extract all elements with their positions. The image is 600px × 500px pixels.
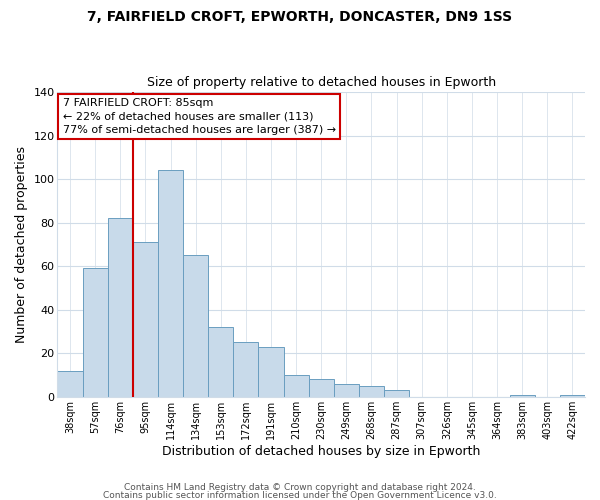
Bar — [183, 256, 208, 397]
Bar — [208, 327, 233, 397]
Text: 7, FAIRFIELD CROFT, EPWORTH, DONCASTER, DN9 1SS: 7, FAIRFIELD CROFT, EPWORTH, DONCASTER, … — [88, 10, 512, 24]
Bar — [83, 268, 108, 397]
Text: Contains HM Land Registry data © Crown copyright and database right 2024.: Contains HM Land Registry data © Crown c… — [124, 484, 476, 492]
Bar — [359, 386, 384, 397]
Bar — [284, 375, 308, 397]
Title: Size of property relative to detached houses in Epworth: Size of property relative to detached ho… — [146, 76, 496, 90]
Bar — [108, 218, 133, 397]
Text: 7 FAIRFIELD CROFT: 85sqm
← 22% of detached houses are smaller (113)
77% of semi-: 7 FAIRFIELD CROFT: 85sqm ← 22% of detach… — [63, 98, 336, 134]
Bar — [334, 384, 359, 397]
Bar — [308, 380, 334, 397]
Bar — [233, 342, 259, 397]
Bar — [560, 394, 585, 397]
Bar — [158, 170, 183, 397]
Bar — [58, 370, 83, 397]
Bar — [133, 242, 158, 397]
Bar — [384, 390, 409, 397]
Bar — [259, 346, 284, 397]
Bar — [509, 394, 535, 397]
Y-axis label: Number of detached properties: Number of detached properties — [15, 146, 28, 343]
Text: Contains public sector information licensed under the Open Government Licence v3: Contains public sector information licen… — [103, 490, 497, 500]
X-axis label: Distribution of detached houses by size in Epworth: Distribution of detached houses by size … — [162, 444, 481, 458]
